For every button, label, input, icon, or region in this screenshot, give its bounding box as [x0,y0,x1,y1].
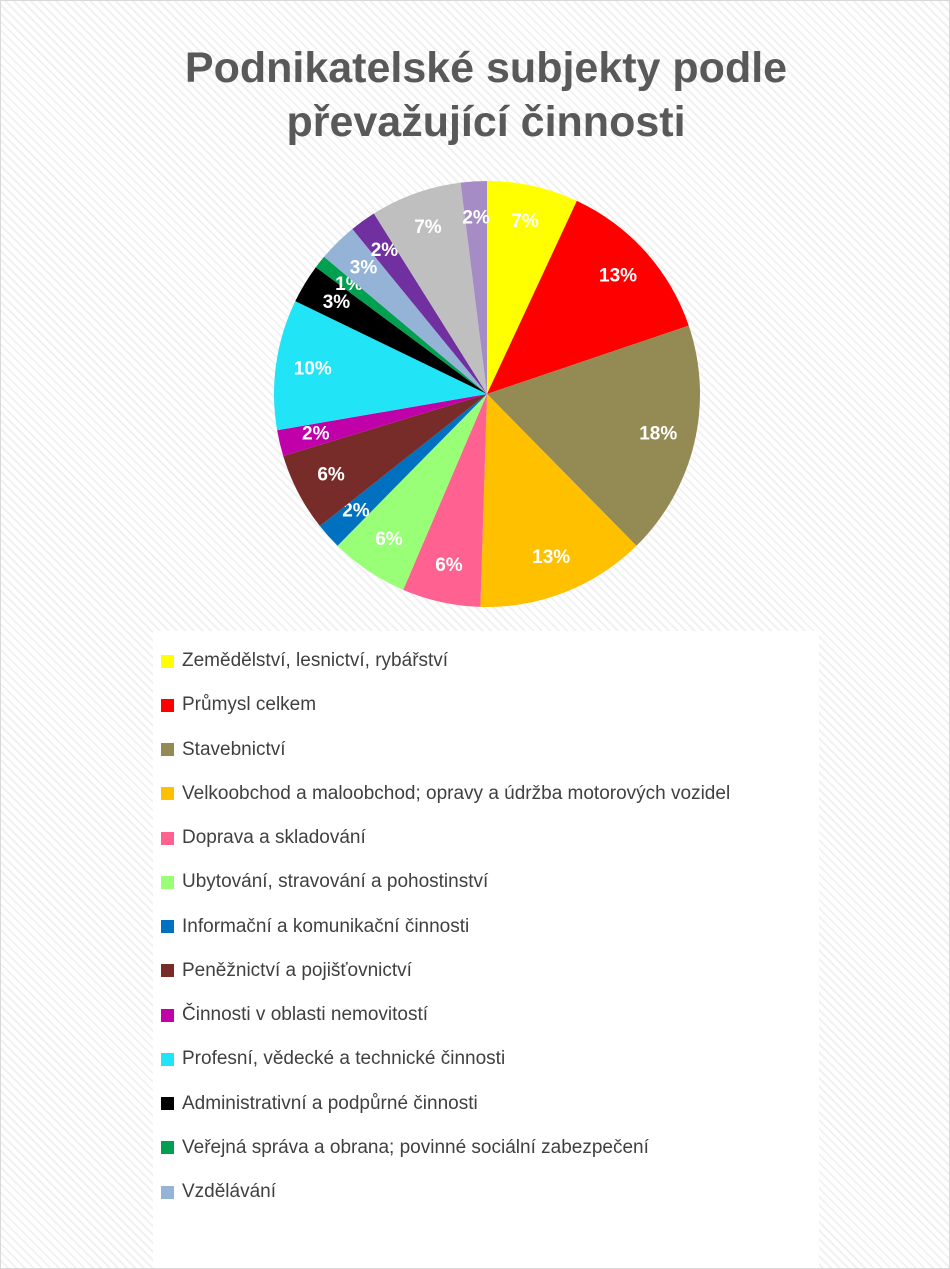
legend-label: Informační a komunikační činnosti [182,915,470,937]
legend-swatch [161,1052,174,1066]
legend-swatch [161,698,174,712]
pie-slice [480,394,637,607]
pie-slice [319,394,487,546]
data-label: 6% [435,555,463,576]
legend-swatch [161,654,174,668]
data-label: 7% [511,211,539,232]
pie-slice [274,301,487,431]
data-label: 6% [317,465,345,486]
legend-item: Informační a komunikační činnosti [161,915,469,939]
legend-swatch [161,787,174,801]
pie-slice [324,228,487,394]
data-label: 6% [375,529,403,550]
legend-swatch [161,1008,174,1022]
legend-item: Průmysl celkem [161,693,316,717]
legend-item: Administrativní a podpůrné činnosti [161,1092,478,1116]
legend-item: Činnosti v oblasti nemovitostí [161,1003,428,1027]
pie: 7%13%18%13%6%6%2%6%2%10%3%1%3%2%7% 2% [274,181,700,607]
legend-label: Profesní, vědecké a technické činnosti [182,1048,506,1070]
legend-item: Peněžnictví a pojišťovnictví [161,959,412,983]
pie-slice [295,267,487,394]
pie-slice [352,213,487,394]
legend-swatch [161,920,174,933]
pie-slice [283,394,487,527]
data-label: 13% [599,266,637,287]
pie-slice [460,181,487,394]
data-label: 18% [639,424,677,445]
legend-label: Průmysl celkem [182,694,317,716]
legend-item: Profesní, vědecké a technické činnosti [161,1047,505,1071]
data-label: 2% [302,424,330,445]
legend-label: Ubytování, stravování a pohostinství [182,871,489,893]
pie-slice [277,394,487,457]
data-label: 7% [414,217,442,238]
chart-title: Podnikatelské subjekty podle převažující… [184,44,788,146]
legend-label: Doprava a skladování [182,827,366,848]
pie-slice [487,200,689,394]
data-label: 2% [371,240,399,261]
legend: Zemědělství, lesnictví, rybářství Průmysl… [153,631,819,1268]
data-label: 3% [323,292,351,313]
legend-label: Velkoobchod a maloobchod; opravy a údržb… [182,782,731,804]
legend-item: Ubytování, stravování a pohostinství [161,870,488,894]
pie-slice [403,394,487,607]
legend-swatch [161,1185,174,1199]
pie-slice [487,325,700,546]
pie-slice [337,394,487,590]
legend-label: Peněžnictví a pojišťovnictví [182,959,412,981]
pie-slice [487,181,577,394]
legend-swatch [161,875,174,889]
legend-label: Vzdělávání [182,1181,277,1202]
legend-swatch [161,1097,174,1110]
pie-slice [315,256,487,394]
legend-label: Zemědělství, lesnictví, rybářství [182,650,449,671]
legend-label: Činnosti v oblasti nemovitostí [182,1004,429,1025]
legend-label: Administrativní a podpůrné činnosti [182,1092,478,1114]
legend-label: Veřejná správa a obrana; povinné sociáln… [182,1136,649,1158]
legend-item: Doprava a skladování [161,826,366,850]
legend-item: Velkoobchod a maloobchod; opravy a údržb… [161,782,730,806]
legend-item: Vzdělávání [161,1180,276,1204]
data-label: 10% [294,358,332,379]
legend-label: Stavebnictví [182,738,286,760]
legend-item: Stavebnictví [161,738,286,762]
legend-swatch [161,831,174,845]
legend-item: Zemědělství, lesnictví, rybářství [161,649,448,673]
legend-swatch [161,964,174,978]
data-label: 3% [350,258,378,279]
pie-slice [373,182,487,394]
data-label: 2% [342,501,370,522]
data-label: 2% [462,207,490,228]
legend-swatch [161,1141,174,1155]
data-label: 13% [532,547,570,568]
legend-item: Veřejná správa a obrana; povinné sociáln… [161,1136,649,1160]
legend-swatch [161,743,174,756]
